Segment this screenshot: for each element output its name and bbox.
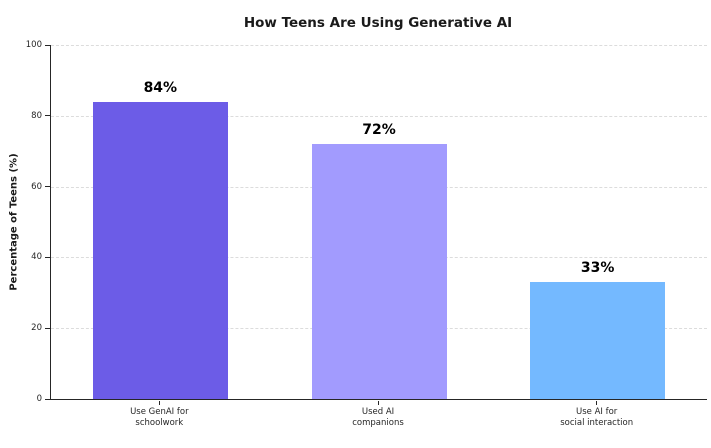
y-tick-label: 20 — [31, 323, 42, 334]
y-tick-mark — [45, 256, 50, 259]
bar-0 — [92, 101, 228, 399]
x-tick-label: Use GenAI for schoolwork — [130, 407, 189, 428]
x-tick-label: Use AI for social interaction — [560, 407, 634, 428]
bar-value-label: 84% — [143, 79, 178, 96]
y-tick-label: 0 — [36, 394, 42, 404]
bar-value-label: 72% — [362, 122, 396, 139]
y-tick-label: 60 — [31, 181, 42, 192]
x-tick-label: Used AI companions — [352, 407, 404, 428]
y-tick-label: 80 — [31, 110, 42, 121]
y-tick-mark — [45, 115, 50, 117]
y-tick-mark — [45, 327, 50, 329]
y-tick-mark — [45, 398, 50, 400]
y-tick-mark — [45, 186, 50, 188]
y-tick-label: 100 — [25, 40, 42, 50]
x-tick-mark — [158, 400, 161, 405]
y-axis-label: Percentage of Teens (%) — [8, 153, 20, 291]
y-tick-label: 40 — [31, 252, 42, 263]
x-tick-mark — [596, 400, 598, 405]
gridline — [51, 115, 707, 117]
x-tick-mark — [377, 400, 379, 405]
bar-value-label: 33% — [580, 260, 615, 277]
bar-2 — [530, 282, 666, 399]
gridline — [51, 45, 707, 46]
bar-1 — [311, 144, 447, 399]
y-tick-mark — [45, 44, 50, 46]
plot-area: 84% 72% 33% — [50, 45, 707, 400]
chart-title: How Teens Are Using Generative AI — [243, 15, 513, 31]
